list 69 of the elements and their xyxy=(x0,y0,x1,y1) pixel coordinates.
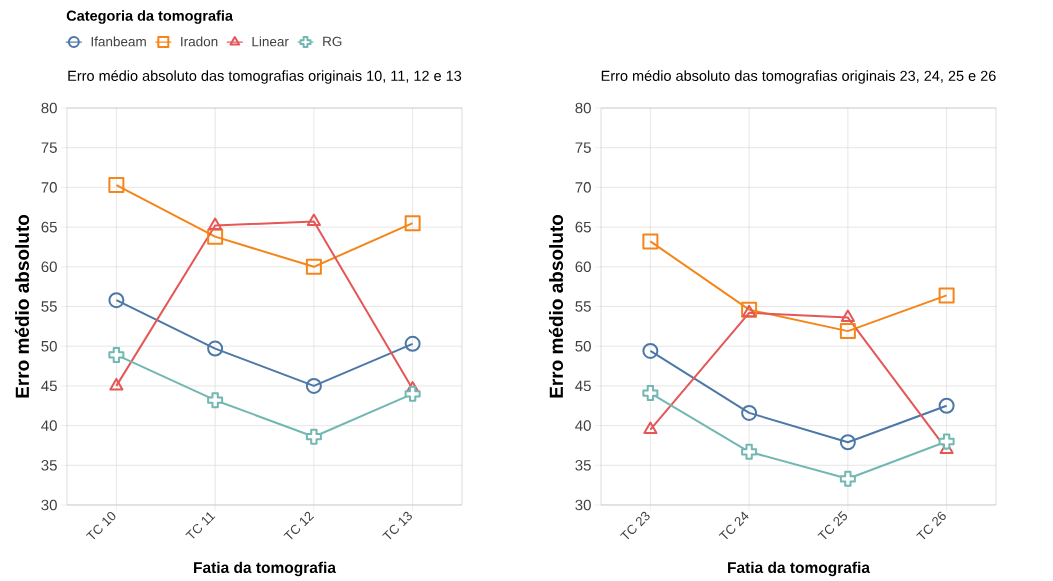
y-axis-title: Erro médio absoluto xyxy=(14,214,30,398)
legend-label: Ifanbeam xyxy=(91,36,146,47)
point xyxy=(108,346,125,363)
y-tick-label: 80 xyxy=(41,102,57,114)
point xyxy=(208,217,223,231)
x-tick-label: TC 26 xyxy=(916,511,946,540)
point xyxy=(207,228,224,245)
y-tick-label: 30 xyxy=(575,499,591,511)
point xyxy=(938,397,955,414)
point xyxy=(741,443,758,460)
point xyxy=(839,323,856,340)
point xyxy=(305,377,322,394)
y-tick-label: 40 xyxy=(41,420,57,431)
y-tick-label: 55 xyxy=(575,301,591,312)
legend-label: Iradon xyxy=(181,36,218,47)
x-tick-label: TC 23 xyxy=(619,511,650,540)
y-tick-label: 60 xyxy=(575,261,591,273)
point xyxy=(642,342,659,359)
y-tick-label: 55 xyxy=(41,301,57,312)
y-tick-label: 70 xyxy=(575,182,591,193)
point xyxy=(306,213,321,227)
point xyxy=(840,309,855,323)
chart-title: Erro médio absoluto das tomografias originais 10, 11, 12 e 13 xyxy=(68,70,462,84)
point xyxy=(305,258,322,275)
legend-title: Categoria da tomografia xyxy=(66,10,234,24)
x-tick-label: TC 13 xyxy=(382,511,412,540)
point xyxy=(404,215,421,232)
point xyxy=(404,385,421,402)
legend-label: Linear xyxy=(252,36,289,47)
y-tick-label: 60 xyxy=(41,261,57,273)
point xyxy=(642,233,659,250)
y-tick-label: 40 xyxy=(575,420,591,431)
x-tick-label: TC 12 xyxy=(283,511,315,540)
point xyxy=(643,421,658,435)
point xyxy=(207,392,224,409)
point xyxy=(938,433,955,450)
y-tick-label: 50 xyxy=(41,340,57,352)
point xyxy=(305,428,322,445)
point xyxy=(207,340,224,357)
point xyxy=(108,292,125,309)
point xyxy=(741,404,758,421)
point xyxy=(839,470,856,487)
y-tick-label: 75 xyxy=(41,142,57,153)
y-axis-title: Erro médio absoluto xyxy=(548,214,564,398)
x-tick-label: TC 11 xyxy=(185,512,216,539)
point xyxy=(642,385,659,402)
y-tick-label: 70 xyxy=(41,182,57,193)
y-tick-label: 65 xyxy=(41,221,57,233)
x-axis-title: Fatia da tomografia xyxy=(194,561,337,577)
y-tick-label: 45 xyxy=(41,380,57,392)
point xyxy=(109,377,124,391)
point xyxy=(404,335,421,352)
point xyxy=(938,287,955,304)
point xyxy=(839,434,856,451)
point xyxy=(108,177,125,194)
chart-title: Erro médio absoluto das tomografias originais 23, 24, 25 e 26 xyxy=(601,70,996,84)
y-tick-label: 80 xyxy=(575,102,591,114)
y-tick-label: 65 xyxy=(575,221,591,233)
y-tick-label: 45 xyxy=(575,380,591,392)
x-tick-label: TC 25 xyxy=(817,511,848,540)
x-tick-label: TC 10 xyxy=(85,511,116,540)
y-tick-label: 30 xyxy=(41,499,57,511)
x-axis-title: Fatia da tomografia xyxy=(728,561,871,577)
legend-label: RG xyxy=(323,36,342,47)
x-tick-label: TC 24 xyxy=(718,511,749,540)
y-tick-label: 35 xyxy=(575,459,591,471)
y-tick-label: 35 xyxy=(41,459,57,471)
y-tick-label: 75 xyxy=(575,142,591,153)
y-tick-label: 50 xyxy=(575,340,591,352)
